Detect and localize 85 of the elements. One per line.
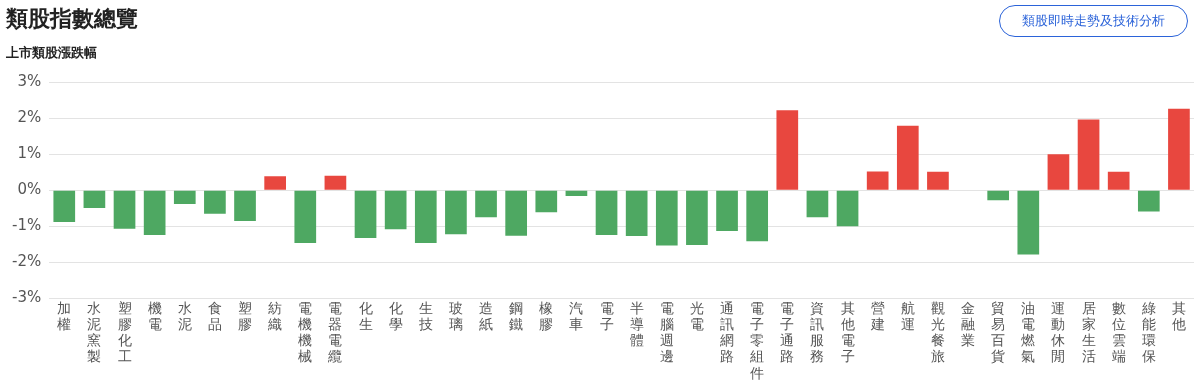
bar	[264, 176, 286, 190]
bar	[896, 125, 919, 190]
x-tick-label: 機電	[147, 300, 162, 333]
x-tick-label: 電子	[599, 300, 614, 333]
bar	[776, 110, 799, 190]
bar	[1047, 154, 1070, 190]
x-tick-label: 水泥	[177, 300, 192, 333]
x-tick-label: 電子通路	[780, 300, 795, 365]
chart-subtitle: 上市類股漲跌幅	[6, 44, 97, 62]
x-tick-label: 電腦週邊	[659, 300, 674, 365]
bar	[535, 190, 558, 213]
bar	[445, 190, 467, 235]
x-tick-label: 貿易百貨	[991, 300, 1006, 365]
x-tick-label: 化學	[388, 300, 403, 333]
x-tick-label: 綠能環保	[1140, 300, 1156, 365]
bar	[1017, 190, 1040, 255]
bar	[746, 190, 769, 242]
x-tick-label: 鋼鐵	[509, 300, 524, 333]
bar	[294, 190, 317, 243]
bar	[83, 190, 106, 208]
x-tick-label: 食品	[207, 300, 222, 333]
bar	[505, 190, 528, 236]
text: 類股即時走勢及技術分析	[999, 5, 1188, 37]
chart-title: 類股指數總覽	[6, 5, 138, 33]
bar	[204, 190, 226, 214]
x-tick-label: 紡織	[267, 300, 283, 333]
bar	[1077, 119, 1100, 190]
y-tick-label: 2%	[17, 107, 42, 126]
bar	[173, 190, 196, 204]
bar	[716, 190, 738, 232]
y-tick-label: 0%	[17, 180, 42, 199]
x-tick-label: 居家生活	[1081, 300, 1096, 365]
x-tick-label: 水泥窯製	[87, 300, 102, 365]
x-tick-label: 生技	[417, 300, 433, 333]
bar	[324, 175, 347, 190]
bar	[414, 190, 437, 243]
x-tick-label: 塑膠	[238, 300, 253, 333]
x-tick-label: 電子零組件	[749, 300, 765, 381]
y-tick-label: -3%	[11, 288, 42, 307]
x-tick-label: 電機機械	[298, 300, 313, 365]
bar	[927, 171, 949, 190]
bar	[987, 190, 1010, 201]
x-tick-label: 其他電子	[840, 300, 855, 365]
x-tick-label: 汽車	[569, 300, 584, 333]
y-tick-label: -1%	[11, 216, 42, 235]
x-tick-label: 通訊網路	[719, 300, 735, 365]
x-tick-label: 運動休閒	[1051, 300, 1066, 365]
x-tick-label: 金融業	[961, 300, 976, 349]
y-tick-label: -2%	[11, 252, 42, 271]
x-tick-label: 數位雲端	[1111, 300, 1126, 365]
x-tick-label: 觀光餐旅	[930, 300, 945, 365]
bar	[686, 190, 708, 246]
x-tick-label: 造紙	[479, 300, 494, 333]
bar	[595, 190, 618, 235]
bar	[836, 190, 859, 227]
bar	[384, 190, 407, 230]
bar	[565, 190, 588, 197]
bar	[625, 190, 648, 237]
x-tick-label: 半導體	[629, 300, 644, 349]
bar	[354, 190, 377, 238]
bar	[806, 190, 829, 218]
bar	[475, 190, 497, 218]
bar	[1137, 190, 1160, 212]
bar	[143, 190, 166, 235]
x-tick-label: 塑膠化工	[117, 300, 132, 365]
y-tick-label: 3%	[17, 71, 42, 90]
x-tick-label: 加權	[57, 300, 72, 333]
bar	[1168, 108, 1190, 190]
x-tick-label: 資訊服務	[810, 300, 825, 365]
bar	[234, 190, 256, 221]
y-tick-label: 1%	[17, 144, 42, 163]
bar	[655, 190, 678, 246]
x-tick-label: 橡膠	[539, 300, 554, 333]
x-tick-label: 其他	[1171, 300, 1186, 333]
bar	[866, 171, 889, 190]
bar	[53, 190, 76, 222]
bar	[1107, 171, 1130, 190]
x-tick-label: 化生	[358, 300, 373, 333]
x-tick-label: 玻璃	[448, 300, 463, 333]
bar	[113, 190, 136, 229]
x-tick-label: 光電	[689, 300, 704, 333]
x-tick-label: 電器電纜	[327, 300, 343, 365]
x-tick-label: 油電燃氣	[1021, 300, 1036, 365]
x-tick-label: 營建	[869, 300, 885, 333]
x-tick-label: 航運	[900, 300, 915, 333]
